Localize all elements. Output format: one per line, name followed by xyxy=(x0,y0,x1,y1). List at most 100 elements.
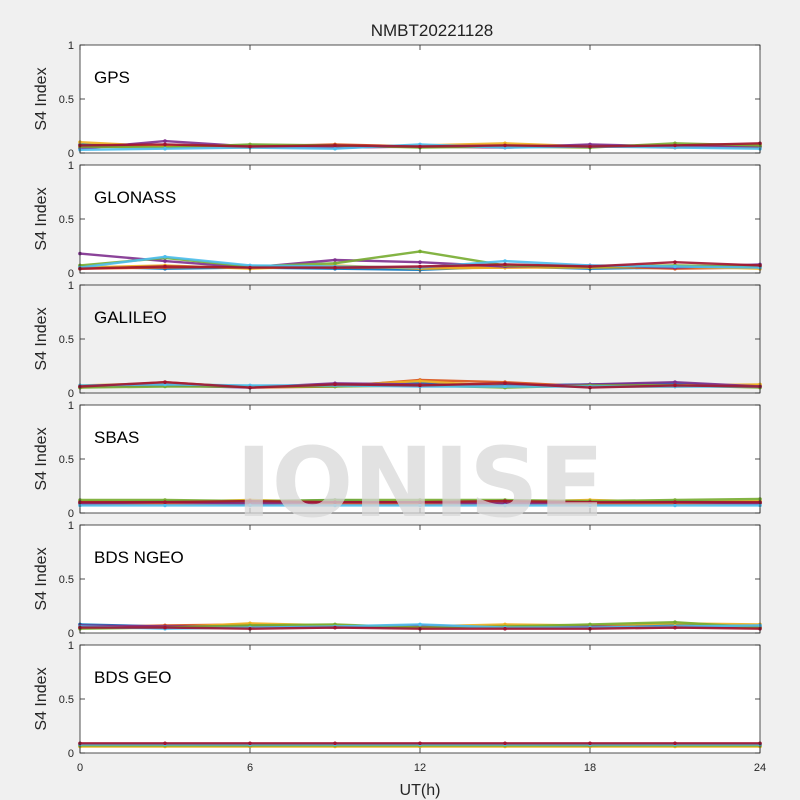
data-point xyxy=(163,139,167,143)
y-tick-label: 1 xyxy=(68,160,74,172)
y-tick-label: 0.5 xyxy=(59,694,74,706)
data-point xyxy=(248,503,252,508)
data-point xyxy=(333,741,337,746)
data-point xyxy=(588,503,592,508)
data-point xyxy=(163,741,167,746)
y-axis-label: S4 Index xyxy=(33,667,50,730)
data-point xyxy=(673,380,677,385)
x-tick-label: 24 xyxy=(754,762,766,774)
y-axis-label: S4 Index xyxy=(33,307,50,370)
panel-title: GLONASS xyxy=(94,188,176,207)
panel-gps: 0 0.5 1 GPS S4 Index xyxy=(33,40,762,160)
data-point xyxy=(418,144,422,149)
data-point xyxy=(588,622,592,627)
data-point xyxy=(503,741,507,746)
data-point xyxy=(673,620,677,624)
panel-sbas: 0 0.5 1 SBAS S4 Index xyxy=(33,400,762,520)
data-point xyxy=(418,249,422,254)
plot-area xyxy=(80,525,760,633)
y-axis-label: S4 Index xyxy=(33,547,50,610)
data-point xyxy=(418,379,422,383)
data-point xyxy=(503,143,507,148)
data-point xyxy=(163,264,167,269)
plot-area xyxy=(80,405,760,513)
data-point xyxy=(163,380,167,385)
y-tick-label: 0 xyxy=(68,148,74,160)
data-point xyxy=(248,265,252,270)
plot-area xyxy=(80,45,760,153)
y-tick-label: 1 xyxy=(68,640,74,652)
data-point xyxy=(333,500,337,505)
y-tick-label: 0 xyxy=(68,388,74,400)
data-point xyxy=(163,500,167,505)
data-point xyxy=(333,265,337,270)
panel-title: GPS xyxy=(94,68,130,87)
y-tick-label: 0 xyxy=(68,748,74,760)
data-point xyxy=(673,260,677,265)
panel-title: GALILEO xyxy=(94,308,167,327)
data-point xyxy=(588,741,592,746)
y-axis-label: S4 Index xyxy=(33,427,50,490)
data-point xyxy=(418,503,422,508)
data-point xyxy=(248,385,252,390)
data-point xyxy=(503,626,507,631)
y-tick-label: 0.5 xyxy=(59,334,74,346)
plot-area xyxy=(80,165,760,273)
data-point xyxy=(503,503,507,508)
data-point xyxy=(673,383,677,388)
y-axis-label: S4 Index xyxy=(33,187,50,250)
x-tick-label: 6 xyxy=(247,762,253,774)
panel-galileo: 0 0.5 1 GALILEO S4 Index xyxy=(33,280,762,400)
y-tick-label: 0.5 xyxy=(59,214,74,226)
x-axis-label: UT(h) xyxy=(400,782,441,799)
panel-title: BDS GEO xyxy=(94,668,171,687)
y-tick-label: 1 xyxy=(68,280,74,292)
data-point xyxy=(673,503,677,508)
data-point xyxy=(673,500,677,505)
data-point xyxy=(418,260,422,265)
data-point xyxy=(418,500,422,505)
chart-title: NMBT20221128 xyxy=(371,21,494,40)
y-tick-label: 0.5 xyxy=(59,94,74,106)
y-tick-label: 0 xyxy=(68,508,74,520)
data-point xyxy=(163,142,167,147)
data-point xyxy=(418,741,422,746)
panel-title: SBAS xyxy=(94,428,139,447)
data-point xyxy=(503,384,507,389)
data-point xyxy=(503,381,507,386)
data-point xyxy=(248,144,252,149)
data-point xyxy=(333,258,337,262)
data-point xyxy=(418,622,422,627)
data-point xyxy=(163,625,167,630)
data-point xyxy=(333,146,337,151)
y-tick-label: 0.5 xyxy=(59,574,74,586)
data-point xyxy=(673,625,677,630)
data-point xyxy=(333,503,337,508)
watermark: IONISE xyxy=(236,427,604,539)
data-point xyxy=(333,625,337,630)
data-point xyxy=(588,144,592,149)
data-point xyxy=(673,741,677,746)
data-point xyxy=(163,254,167,259)
y-tick-label: 1 xyxy=(68,400,74,412)
data-point xyxy=(503,499,507,503)
y-tick-label: 0 xyxy=(68,628,74,640)
data-point xyxy=(248,741,252,746)
data-point xyxy=(503,259,507,263)
data-point xyxy=(673,143,677,148)
plot-area xyxy=(80,645,760,753)
y-tick-label: 1 xyxy=(68,40,74,52)
data-point xyxy=(503,262,507,267)
panel-title: BDS NGEO xyxy=(94,548,184,567)
data-point xyxy=(248,499,252,503)
plot-area xyxy=(80,285,760,393)
data-point xyxy=(333,143,337,148)
y-tick-label: 1 xyxy=(68,520,74,532)
x-tick-label: 18 xyxy=(584,762,596,774)
y-tick-label: 0 xyxy=(68,268,74,280)
data-point xyxy=(588,500,592,505)
panel-glonass: 0 0.5 1 GLONASS S4 Index xyxy=(33,160,762,280)
data-point xyxy=(163,146,167,151)
